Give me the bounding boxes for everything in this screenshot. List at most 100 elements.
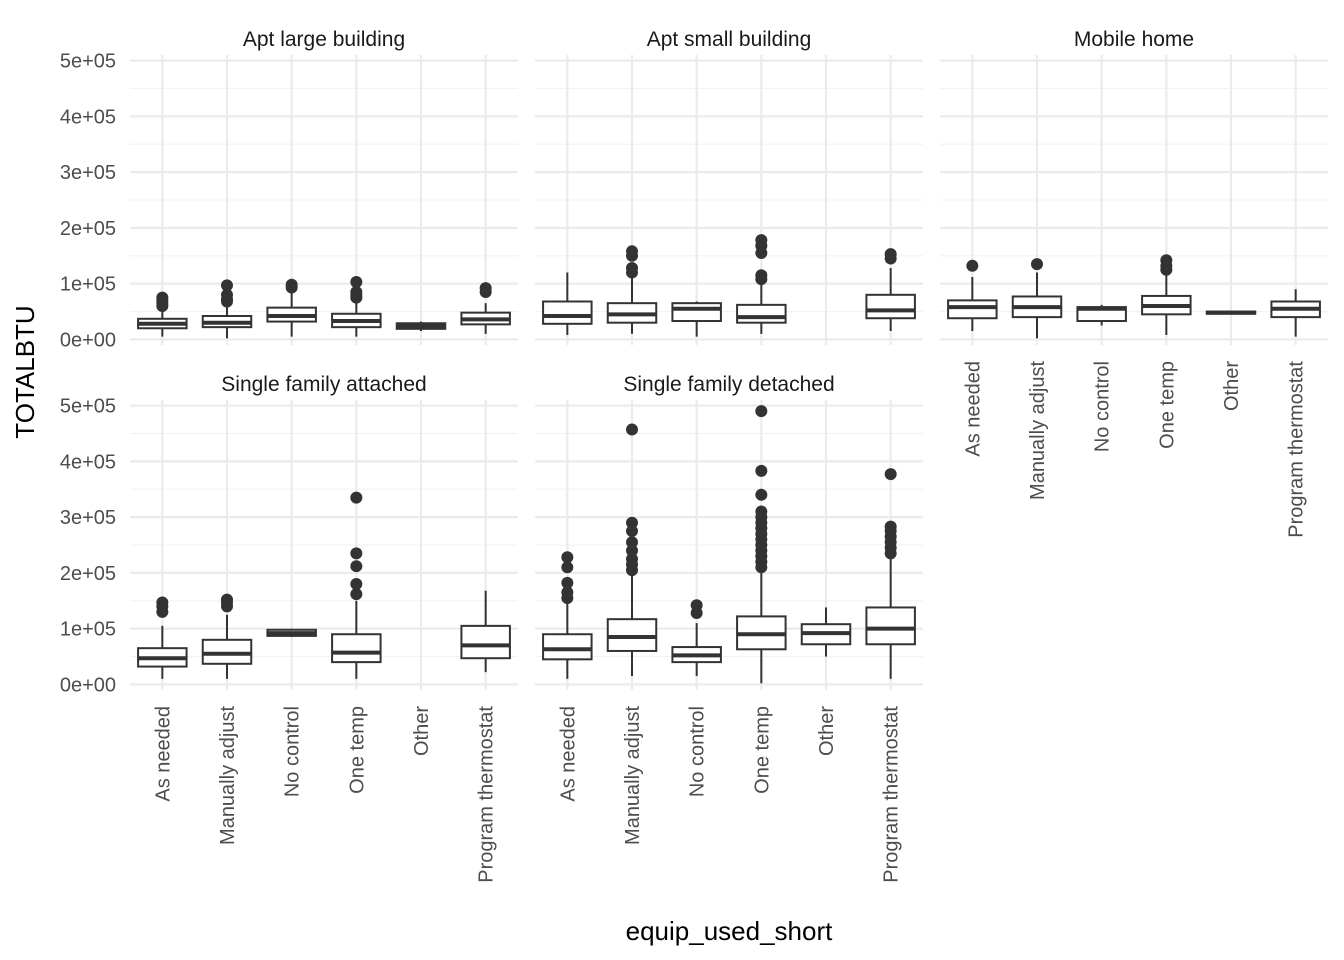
box-as-needed bbox=[137, 596, 188, 679]
facet-title: Single family attached bbox=[221, 373, 426, 396]
outlier-point bbox=[626, 262, 638, 275]
x-tick-label: One temp bbox=[346, 706, 368, 794]
outlier-point bbox=[221, 288, 233, 301]
outlier-point bbox=[350, 491, 363, 504]
outlier-point bbox=[350, 588, 363, 601]
box-program-thermostat bbox=[865, 468, 916, 679]
panel-single-family-attached: Single family attached 0e+00 1e+05 2e+05 3e+… bbox=[60, 373, 518, 883]
facet-title: Mobile home bbox=[1074, 28, 1194, 51]
outlier-point bbox=[626, 245, 638, 258]
iqr-box bbox=[947, 299, 998, 320]
panel-apt-large-building: Apt large building 0e+00 1e+05 2e+05 3e+05 4e… bbox=[60, 28, 518, 351]
box-no-control bbox=[671, 301, 722, 337]
box-as-needed bbox=[542, 272, 593, 335]
x-tick-label: No control bbox=[1092, 361, 1114, 452]
box-no-control bbox=[266, 628, 317, 638]
outlier-point bbox=[690, 599, 703, 612]
y-tick-label: 5e+05 bbox=[60, 51, 116, 73]
iqr-box bbox=[736, 303, 787, 324]
iqr-box bbox=[542, 633, 593, 661]
x-tick-label: Program thermostat bbox=[881, 706, 903, 883]
box-one-temp bbox=[331, 275, 382, 337]
y-tick-label: 4e+05 bbox=[60, 106, 116, 128]
x-tick-label: Manually adjust bbox=[217, 706, 239, 845]
outlier-point bbox=[626, 552, 638, 565]
x-tick-label: Program thermostat bbox=[1286, 361, 1308, 538]
box-no-control bbox=[671, 599, 722, 677]
y-tick-label: 2e+05 bbox=[60, 218, 116, 240]
box-program-thermostat bbox=[460, 590, 511, 673]
y-tick-label: 2e+05 bbox=[60, 563, 116, 585]
facet-title: Single family detached bbox=[623, 373, 834, 396]
y-axis-title: TOTALBTU bbox=[10, 305, 40, 438]
box-one-temp bbox=[1141, 254, 1192, 335]
x-tick-label: Manually adjust bbox=[622, 706, 644, 845]
outlier-point bbox=[755, 464, 768, 477]
outlier-point bbox=[221, 279, 233, 292]
panel-mobile-home: Mobile home As needed Manually adjust No co… bbox=[940, 28, 1328, 538]
outlier-point bbox=[626, 544, 638, 557]
x-tick-label: Manually adjust bbox=[1027, 361, 1049, 500]
facet-panels: Apt large building 0e+00 1e+05 2e+05 3e+05 4e… bbox=[60, 28, 1328, 883]
x-tick-label: No control bbox=[687, 706, 709, 797]
box-no-control bbox=[1076, 304, 1127, 326]
iqr-box bbox=[865, 606, 916, 646]
outlier-point bbox=[350, 560, 363, 573]
outlier-point bbox=[350, 275, 363, 288]
x-axis-title: equip_used_short bbox=[626, 916, 833, 946]
outlier-point bbox=[156, 291, 169, 304]
x-tick-label: One temp bbox=[1156, 361, 1178, 449]
outlier-point bbox=[561, 586, 574, 599]
iqr-box bbox=[542, 300, 593, 325]
y-tick-label: 0e+00 bbox=[60, 674, 116, 696]
outlier-point bbox=[285, 278, 298, 291]
outlier-point bbox=[884, 520, 897, 533]
iqr-box bbox=[865, 293, 916, 320]
outlier-point bbox=[350, 578, 363, 591]
iqr-box bbox=[331, 633, 382, 664]
box-no-control bbox=[266, 278, 317, 337]
outlier-point bbox=[479, 282, 492, 295]
outlier-point bbox=[626, 525, 638, 538]
box-program-thermostat bbox=[460, 282, 511, 334]
outlier-point bbox=[755, 488, 768, 501]
box-manually-adjust bbox=[201, 279, 253, 339]
box-other bbox=[395, 321, 447, 332]
iqr-box bbox=[460, 624, 511, 660]
box-manually-adjust bbox=[606, 245, 658, 334]
x-tick-label: One temp bbox=[751, 706, 773, 794]
outlier-point bbox=[350, 547, 363, 560]
outlier-point bbox=[350, 286, 363, 299]
box-manually-adjust bbox=[201, 593, 253, 679]
y-tick-label: 4e+05 bbox=[60, 451, 116, 473]
outlier-point bbox=[884, 468, 897, 481]
facet-title: Apt large building bbox=[243, 28, 405, 51]
iqr-box bbox=[671, 302, 722, 323]
outlier-point bbox=[1160, 254, 1173, 267]
outlier-point bbox=[1031, 258, 1043, 271]
panel-single-family-detached: Single family detached As needed Manually … bbox=[535, 373, 923, 883]
x-tick-label: As needed bbox=[962, 361, 984, 457]
y-tick-label: 1e+05 bbox=[60, 619, 116, 641]
x-tick-label: Program thermostat bbox=[476, 706, 498, 883]
outlier-point bbox=[561, 576, 574, 589]
box-one-temp bbox=[736, 405, 787, 684]
x-tick-label: No control bbox=[282, 706, 304, 797]
y-tick-label: 3e+05 bbox=[60, 507, 116, 529]
box-manually-adjust bbox=[1011, 258, 1063, 339]
box-other bbox=[1205, 310, 1257, 315]
box-manually-adjust bbox=[606, 423, 658, 677]
outlier-point bbox=[626, 536, 638, 549]
outlier-point bbox=[156, 596, 169, 609]
box-one-temp bbox=[736, 234, 787, 334]
outlier-point bbox=[884, 248, 897, 261]
box-program-thermostat bbox=[865, 248, 916, 332]
outlier-point bbox=[755, 269, 768, 282]
panel-apt-small-building: Apt small building bbox=[535, 28, 923, 345]
y-tick-label: 0e+00 bbox=[60, 329, 116, 351]
outlier-point bbox=[755, 505, 768, 518]
y-tick-label: 5e+05 bbox=[60, 396, 116, 418]
box-other bbox=[800, 607, 852, 657]
box-as-needed bbox=[137, 291, 188, 337]
